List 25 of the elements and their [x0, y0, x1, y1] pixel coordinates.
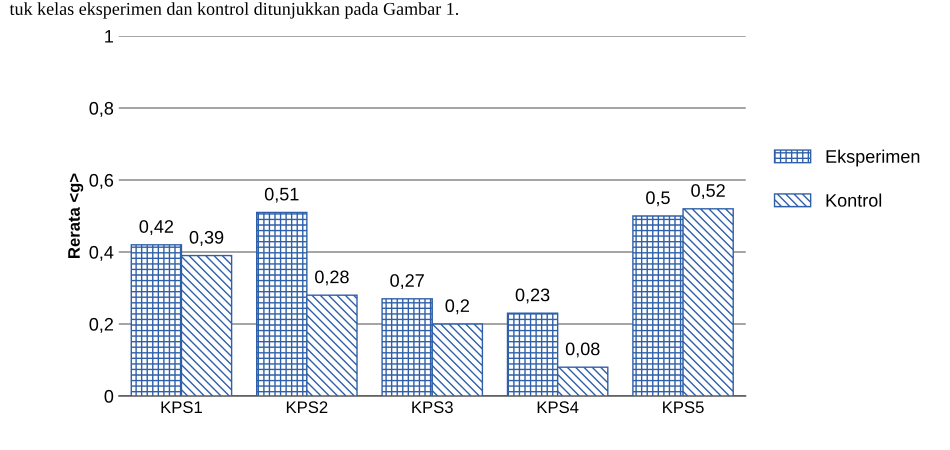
- legend-label: Eksperimen: [826, 150, 920, 166]
- y-tick-label: 0: [104, 390, 114, 403]
- data-label: 0,51: [264, 188, 298, 203]
- text: tuk kelas eksperimen dan kontrol ditunjukkan pada Gambar 1.: [10, 2, 458, 19]
- data-label: 0,39: [190, 230, 224, 246]
- y-tick-label: 0,8: [89, 102, 114, 117]
- x-tick-label: KPS4: [538, 401, 578, 414]
- data-label: 0,23: [516, 288, 550, 304]
- data-label: 0,2: [445, 299, 469, 314]
- x-tick-label: KPS3: [412, 401, 453, 414]
- y-tick-label: 0,6: [89, 174, 114, 189]
- data-label: 0,28: [315, 270, 349, 286]
- data-label: 0,27: [390, 274, 424, 290]
- y-tick-label: 1: [105, 30, 114, 43]
- data-label: 0,08: [566, 342, 600, 358]
- x-tick-label: KPS2: [286, 401, 328, 414]
- y-axis-title: Rerata <g>: [68, 174, 84, 258]
- data-label: 0,42: [140, 220, 174, 236]
- y-tick-label: 0,4: [89, 246, 114, 261]
- y-tick-label: 0,2: [89, 318, 113, 333]
- data-label: 0,52: [691, 184, 725, 200]
- x-tick-label: KPS1: [162, 401, 202, 414]
- x-tick-label: KPS5: [663, 401, 704, 414]
- data-label: 0,5: [646, 191, 670, 206]
- legend-label: Kontrol: [826, 194, 882, 207]
